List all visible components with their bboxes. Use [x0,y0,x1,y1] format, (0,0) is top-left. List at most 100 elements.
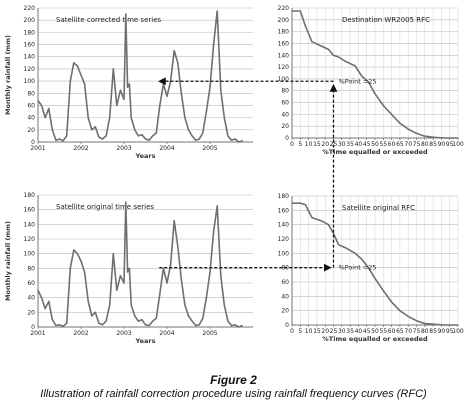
data-point [367,81,369,83]
x-tick-label: 25 [330,328,338,335]
x-tick-label: 10 [305,141,313,148]
data-point [62,140,64,142]
x-tick-label: 100 [452,328,464,335]
data-point [155,317,157,319]
x-tick-label: 100 [452,141,464,148]
data-point [80,260,82,262]
data-point [109,304,111,306]
percent-point-label: %Point =25 [338,77,376,85]
data-point [66,135,68,137]
y-tick-label: 60 [27,102,35,109]
x-tick-label: 20 [321,141,329,148]
data-point [112,253,114,255]
y-tick-label: 100 [278,76,290,83]
y-tick-label: 220 [24,5,36,12]
y-tick-label: 0 [285,322,289,329]
y-tick-label: 100 [278,250,290,257]
data-point [354,65,356,67]
data-point [198,138,200,140]
data-point [141,134,143,136]
data-point [230,139,233,141]
data-point [66,322,68,324]
data-point [191,135,193,137]
x-tick-label: 20 [321,328,329,335]
y-tick-label: 20 [27,127,35,134]
x-tick-label: 85 [429,141,437,148]
y-tick-label: 120 [278,64,290,71]
x-tick-label: 40 [355,141,363,148]
y-tick-label: 60 [27,280,35,287]
y-tick-label: 140 [278,52,290,59]
data-point [105,135,107,137]
data-point [91,315,93,317]
data-point [367,267,369,269]
data-point [407,315,409,317]
data-point [209,271,211,273]
data-point [391,301,393,303]
data-point [152,320,154,322]
x-tick-label: 2001 [30,145,45,152]
data-point [332,232,335,234]
data-point [311,41,313,43]
data-point [241,324,243,327]
data-point [184,117,186,119]
data-point [137,135,139,137]
x-tick-label: 30 [338,141,346,148]
data-point [444,137,446,139]
data-point [37,289,39,291]
data-point [361,258,363,260]
x-tick-label: 2002 [73,330,88,337]
y-tick-label: 160 [278,207,290,214]
data-point [125,13,127,15]
data-point [159,104,161,107]
x-tick-label: 2004 [159,330,174,337]
data-point [223,304,225,306]
data-point [187,315,190,317]
data-point [134,129,136,131]
data-point [166,95,168,97]
x-tick-label: 70 [404,141,412,148]
x-tick-label: 95 [446,328,454,335]
y-tick-label: 140 [24,54,36,61]
x-tick-label: 2005 [202,145,217,152]
data-point [162,83,165,85]
x-tick-label: 25 [330,141,338,148]
y-tick-label: 220 [278,5,290,12]
x-axis-title: %Time equalled or exceeded [322,335,428,343]
x-tick-label: 2003 [116,330,131,337]
data-point [354,252,356,254]
x-tick-label: 0 [290,141,294,148]
data-point [195,139,197,141]
data-point [130,304,132,306]
y-tick-label: 200 [24,17,36,24]
data-point [69,80,71,82]
data-point [424,135,426,137]
data-point [116,289,118,291]
data-point [241,140,243,142]
data-point [198,324,200,326]
x-tick-label: 50 [371,328,379,335]
data-point [62,325,64,327]
x-tick-label: 15 [313,141,321,148]
data-point [58,138,61,140]
data-point [123,282,125,284]
x-axis-title: %Time equalled or exceeded [322,148,428,156]
data-point [327,48,330,50]
data-point [98,136,100,138]
x-tick-label: 2002 [73,145,88,152]
y-tick-label: 80 [27,265,35,272]
x-tick-label: 45 [363,141,371,148]
data-point [76,253,79,255]
data-point [195,324,197,327]
data-point [238,141,240,143]
data-point [76,65,79,67]
correction-arrows [157,77,338,272]
panel-title: Satellite original RFC [342,204,415,212]
panel-title: Satellite original time series [56,203,154,211]
x-tick-label: 75 [413,141,421,148]
y-tick-label: 40 [27,295,35,302]
x-tick-label: 65 [396,141,404,148]
data-point [202,317,204,319]
data-point [187,129,190,131]
